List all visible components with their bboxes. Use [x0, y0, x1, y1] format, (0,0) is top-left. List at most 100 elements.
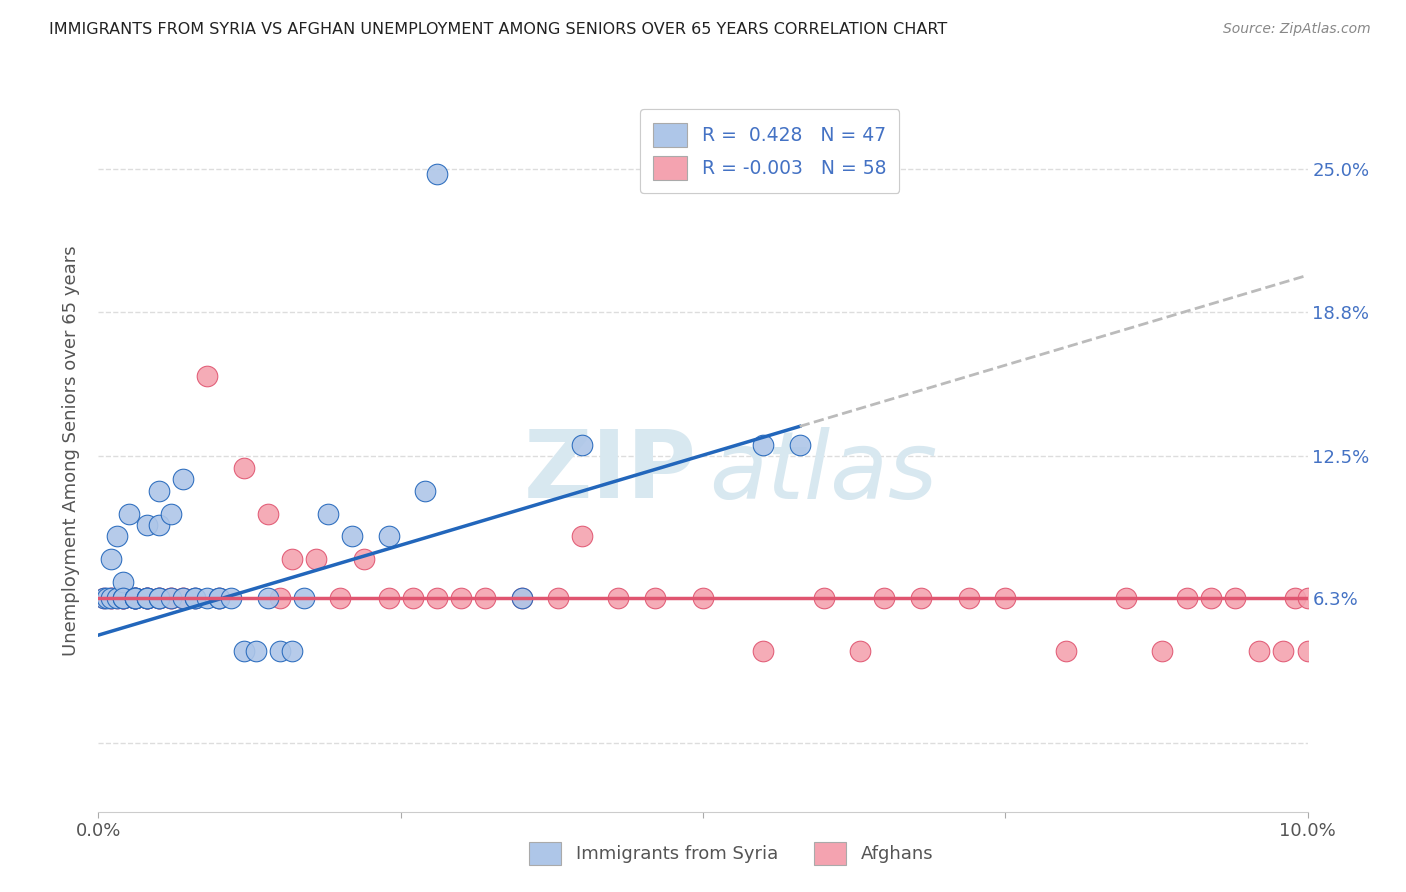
Point — [1296, 591, 1319, 606]
Point — [752, 644, 775, 658]
Point — [111, 575, 134, 590]
Point — [342, 529, 364, 543]
Point — [692, 591, 714, 606]
Point — [644, 591, 666, 606]
Point — [124, 591, 146, 606]
Point — [135, 591, 157, 606]
Text: IMMIGRANTS FROM SYRIA VS AFGHAN UNEMPLOYMENT AMONG SENIORS OVER 65 YEARS CORRELA: IMMIGRANTS FROM SYRIA VS AFGHAN UNEMPLOY… — [49, 22, 948, 37]
Point — [269, 591, 291, 606]
Point — [135, 591, 157, 606]
Point — [813, 591, 835, 606]
Point — [160, 591, 183, 606]
Point — [124, 591, 146, 606]
Point — [111, 591, 134, 606]
Point — [135, 591, 157, 606]
Point — [184, 591, 207, 606]
Point — [607, 591, 630, 606]
Point — [281, 644, 304, 658]
Point — [184, 591, 207, 606]
Point — [124, 591, 146, 606]
Point — [111, 591, 134, 606]
Point — [873, 591, 896, 606]
Point — [245, 644, 267, 658]
Point — [195, 591, 218, 606]
Point — [184, 591, 207, 606]
Point — [208, 591, 231, 606]
Point — [111, 591, 134, 606]
Point — [510, 591, 533, 606]
Point — [377, 529, 399, 543]
Point — [1115, 591, 1137, 606]
Point — [994, 591, 1017, 606]
Point — [148, 591, 170, 606]
Point — [100, 591, 122, 606]
Point — [172, 591, 194, 606]
Point — [232, 644, 254, 658]
Point — [148, 518, 170, 533]
Point — [232, 460, 254, 475]
Point — [195, 368, 218, 383]
Point — [256, 507, 278, 521]
Point — [96, 591, 118, 606]
Point — [148, 591, 170, 606]
Point — [849, 644, 872, 658]
Point — [402, 591, 425, 606]
Point — [316, 507, 339, 521]
Point — [148, 591, 170, 606]
Point — [105, 529, 128, 543]
Point — [269, 644, 291, 658]
Point — [571, 529, 593, 543]
Point — [353, 552, 375, 566]
Point — [93, 591, 115, 606]
Point — [510, 591, 533, 606]
Point — [135, 518, 157, 533]
Point — [413, 483, 436, 498]
Point — [172, 591, 194, 606]
Point — [1199, 591, 1222, 606]
Point — [377, 591, 399, 606]
Point — [256, 591, 278, 606]
Text: Source: ZipAtlas.com: Source: ZipAtlas.com — [1223, 22, 1371, 37]
Point — [474, 591, 496, 606]
Point — [124, 591, 146, 606]
Point — [547, 591, 569, 606]
Point — [208, 591, 231, 606]
Point — [329, 591, 352, 606]
Point — [789, 438, 811, 452]
Point — [208, 591, 231, 606]
Point — [111, 591, 134, 606]
Point — [571, 438, 593, 452]
Point — [100, 591, 122, 606]
Point — [292, 591, 315, 606]
Point — [172, 472, 194, 486]
Point — [148, 591, 170, 606]
Point — [160, 507, 183, 521]
Point — [1284, 591, 1306, 606]
Point — [93, 591, 115, 606]
Point — [426, 167, 449, 181]
Point — [1054, 644, 1077, 658]
Point — [1223, 591, 1246, 606]
Point — [281, 552, 304, 566]
Point — [118, 507, 141, 521]
Point — [305, 552, 328, 566]
Point — [752, 438, 775, 452]
Point — [105, 591, 128, 606]
Point — [135, 591, 157, 606]
Legend: R =  0.428   N = 47, R = -0.003   N = 58: R = 0.428 N = 47, R = -0.003 N = 58 — [640, 110, 900, 194]
Point — [160, 591, 183, 606]
Point — [124, 591, 146, 606]
Point — [100, 552, 122, 566]
Point — [100, 591, 122, 606]
Point — [1249, 644, 1271, 658]
Point — [426, 591, 449, 606]
Point — [160, 591, 183, 606]
Point — [105, 591, 128, 606]
Point — [124, 591, 146, 606]
Point — [1175, 591, 1198, 606]
Text: ZIP: ZIP — [524, 426, 697, 518]
Text: atlas: atlas — [709, 426, 938, 517]
Point — [124, 591, 146, 606]
Point — [135, 591, 157, 606]
Legend: Immigrants from Syria, Afghans: Immigrants from Syria, Afghans — [520, 833, 942, 874]
